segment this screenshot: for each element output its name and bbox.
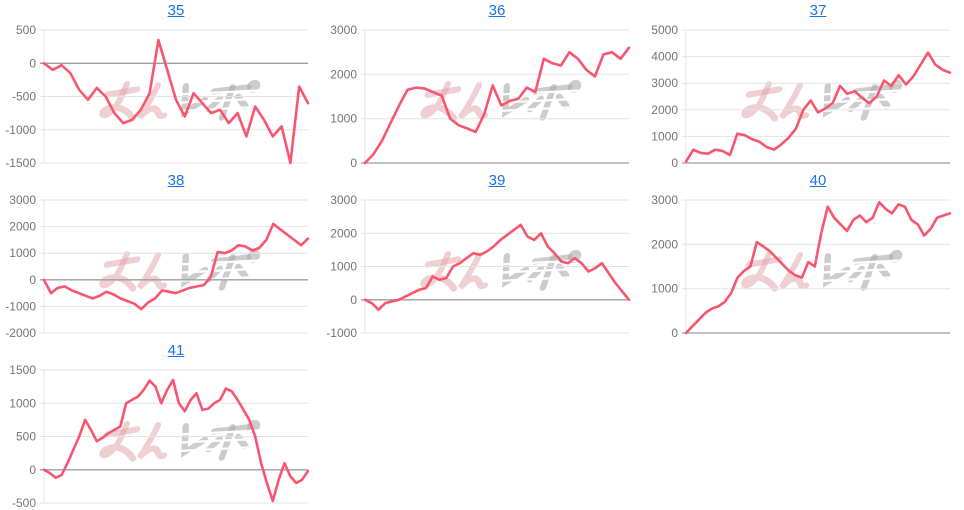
plot-area: 3000 2000 1000 0 -1000 -2000 bbox=[0, 192, 320, 340]
y-tick-label: 500 bbox=[16, 23, 36, 37]
chart-title-link[interactable]: 39 bbox=[488, 172, 506, 189]
y-tick-label: 0 bbox=[350, 293, 357, 307]
chart-title: 38 bbox=[44, 170, 308, 192]
line-chart: 3000 2000 1000 0 -1000 -2000 bbox=[5, 193, 310, 340]
watermark-speed-lines bbox=[492, 259, 582, 283]
chart-line bbox=[684, 51, 952, 163]
chart-title: 41 bbox=[44, 340, 308, 362]
chart-title: 37 bbox=[686, 0, 950, 22]
plot-area: 3000 2000 1000 0 -1000 bbox=[321, 192, 641, 340]
line-chart: 3000 2000 1000 0 bbox=[651, 193, 952, 340]
chart-title: 40 bbox=[686, 170, 950, 192]
y-tick-label: 5000 bbox=[651, 23, 678, 37]
line-chart: 1500 1000 500 0 -500 bbox=[9, 363, 310, 510]
y-tick-label: -1000 bbox=[5, 123, 36, 137]
minrepo-watermark bbox=[94, 79, 274, 128]
chart-title-link[interactable]: 41 bbox=[167, 342, 185, 359]
watermark-speed-lines bbox=[171, 429, 261, 453]
y-tick-label: 1500 bbox=[9, 363, 36, 377]
watermark-kana-min bbox=[420, 81, 489, 122]
y-tick-label: 0 bbox=[671, 156, 678, 170]
chart-title-link[interactable]: 37 bbox=[809, 2, 827, 19]
y-tick-label: 1000 bbox=[651, 282, 678, 296]
line-chart: 500 0 -500 -1000 -1500 bbox=[5, 23, 310, 170]
y-tick-label: 0 bbox=[671, 326, 678, 340]
y-tick-label: -500 bbox=[12, 90, 36, 104]
chart-line bbox=[42, 222, 310, 311]
y-tick-label: 0 bbox=[29, 56, 36, 70]
plot-area: 5000 4000 3000 2000 1000 0 bbox=[642, 22, 962, 170]
y-tick-label: 1000 bbox=[9, 396, 36, 410]
y-tick-label: 3000 bbox=[330, 23, 357, 37]
watermark-kana-min bbox=[99, 421, 168, 462]
chart-title: 36 bbox=[365, 0, 629, 22]
chart-title: 35 bbox=[44, 0, 308, 22]
y-tick-label: 4000 bbox=[651, 50, 678, 64]
plot-area: 1500 1000 500 0 -500 bbox=[0, 362, 320, 510]
minrepo-logo-icon bbox=[99, 79, 261, 122]
chart-41: 41 bbox=[0, 340, 321, 510]
chart-38: 38 bbox=[0, 170, 321, 340]
y-tick-label: 1000 bbox=[330, 260, 357, 274]
chart-line bbox=[42, 38, 310, 165]
y-tick-label: -1000 bbox=[5, 299, 36, 313]
y-tick-label: 3000 bbox=[651, 193, 678, 207]
y-tick-label: -2000 bbox=[5, 326, 36, 340]
y-tick-label: 0 bbox=[350, 156, 357, 170]
line-chart: 3000 2000 1000 0 bbox=[330, 23, 631, 170]
chart-line bbox=[42, 378, 310, 503]
watermark-kana-min bbox=[99, 81, 168, 122]
y-tick-label: 2000 bbox=[651, 237, 678, 251]
chart-title: 39 bbox=[365, 170, 629, 192]
y-tick-label: 500 bbox=[16, 430, 36, 444]
chart-line bbox=[363, 223, 631, 311]
y-tick-label: -1500 bbox=[5, 156, 36, 170]
plot-area: 3000 2000 1000 0 bbox=[642, 192, 962, 340]
y-tick-label: 0 bbox=[29, 463, 36, 477]
y-tick-label: 3000 bbox=[651, 76, 678, 90]
chart-title-link[interactable]: 38 bbox=[167, 172, 185, 189]
line-chart: 5000 4000 3000 2000 1000 0 bbox=[651, 23, 952, 170]
y-tick-label: 2000 bbox=[651, 103, 678, 117]
y-tick-label: 2000 bbox=[330, 226, 357, 240]
chart-36: 36 bbox=[321, 0, 642, 170]
y-tick-label: 2000 bbox=[330, 67, 357, 81]
chart-title-link[interactable]: 36 bbox=[488, 2, 506, 19]
watermark-speed-lines bbox=[813, 259, 903, 283]
plot-area: 500 0 -500 -1000 -1500 bbox=[0, 22, 320, 170]
y-tick-label: 3000 bbox=[330, 193, 357, 207]
chart-line bbox=[363, 46, 631, 165]
y-tick-label: 1000 bbox=[9, 246, 36, 260]
y-tick-label: -1000 bbox=[326, 326, 357, 340]
chart-40: 40 bbox=[642, 170, 964, 340]
y-tick-label: 1000 bbox=[651, 129, 678, 143]
chart-35: 35 bbox=[0, 0, 321, 170]
plot-area: 3000 2000 1000 0 bbox=[321, 22, 641, 170]
y-tick-label: 0 bbox=[29, 273, 36, 287]
line-chart: 3000 2000 1000 0 -1000 bbox=[326, 193, 631, 340]
y-tick-label: -500 bbox=[12, 496, 36, 510]
chart-title-link[interactable]: 35 bbox=[167, 2, 185, 19]
chart-line bbox=[684, 200, 952, 335]
y-tick-label: 3000 bbox=[9, 193, 36, 207]
chart-37: 37 bbox=[642, 0, 964, 170]
chart-39: 39 bbox=[321, 170, 642, 340]
y-tick-label: 2000 bbox=[9, 220, 36, 234]
chart-title-link[interactable]: 40 bbox=[809, 172, 827, 189]
watermark-speed-lines bbox=[813, 89, 903, 113]
y-tick-label: 1000 bbox=[330, 112, 357, 126]
